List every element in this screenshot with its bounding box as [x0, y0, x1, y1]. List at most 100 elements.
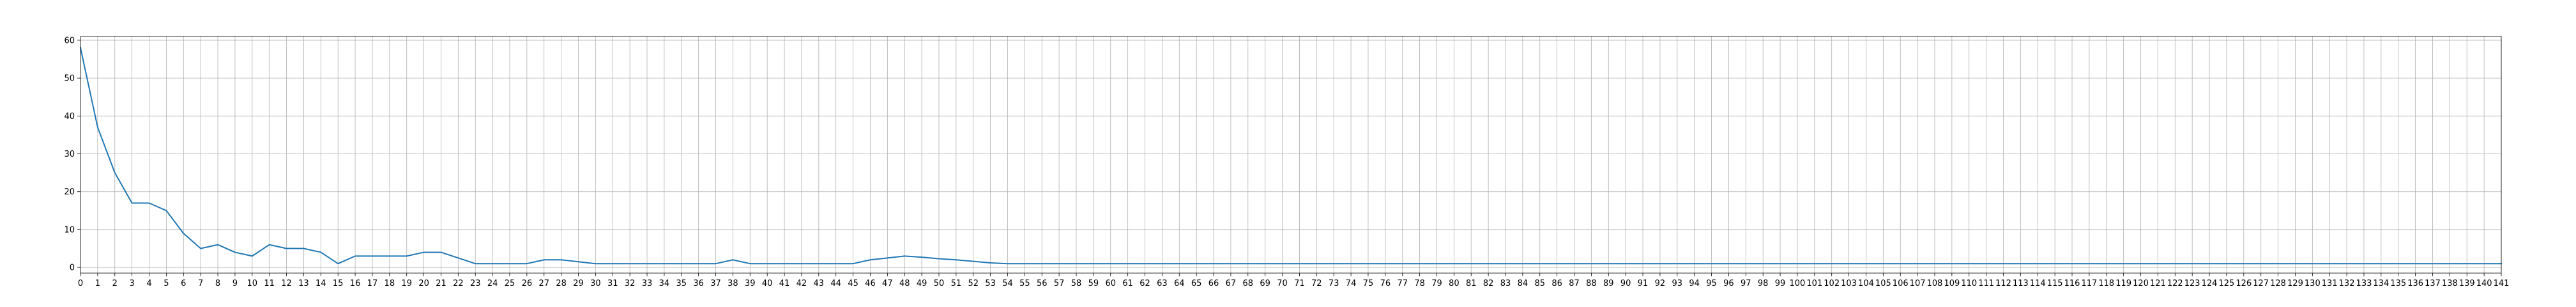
y-tick-label: 20 [64, 187, 75, 197]
x-tick-label: 10 [247, 279, 258, 288]
x-tick-label: 3 [129, 279, 134, 288]
x-tick-label: 115 [2047, 279, 2063, 288]
x-tick-label: 50 [934, 279, 945, 288]
x-tick-label: 123 [2184, 279, 2200, 288]
x-tick-label: 114 [2030, 279, 2046, 288]
x-tick-label: 15 [333, 279, 344, 288]
x-tick-label: 107 [1910, 279, 1926, 288]
y-tick-label: 40 [64, 112, 75, 122]
x-tick-label: 20 [418, 279, 429, 288]
x-tick-label: 137 [2425, 279, 2441, 288]
x-tick-label: 77 [1397, 279, 1408, 288]
x-tick-label: 29 [573, 279, 584, 288]
x-tick-label: 25 [505, 279, 515, 288]
x-tick-label: 51 [951, 279, 962, 288]
x-tick-label: 1 [95, 279, 100, 288]
x-tick-label: 64 [1174, 279, 1185, 288]
x-tick-label: 46 [865, 279, 876, 288]
x-tick-label: 33 [642, 279, 653, 288]
x-tick-label: 30 [590, 279, 601, 288]
y-tick-label: 60 [64, 36, 75, 45]
x-tick-label: 76 [1380, 279, 1391, 288]
x-tick-label: 28 [556, 279, 567, 288]
x-tick-label: 2 [112, 279, 118, 288]
x-tick-label: 11 [264, 279, 275, 288]
x-tick-label: 93 [1672, 279, 1683, 288]
x-tick-label: 98 [1758, 279, 1769, 288]
x-tick-label: 52 [968, 279, 979, 288]
x-tick-label: 44 [830, 279, 841, 288]
x-tick-label: 141 [2494, 279, 2510, 288]
y-tick-label: 10 [64, 225, 75, 235]
x-tick-label: 39 [745, 279, 756, 288]
x-tick-label: 42 [796, 279, 807, 288]
x-tick-label: 79 [1431, 279, 1442, 288]
x-tick-label: 75 [1363, 279, 1374, 288]
x-tick-label: 118 [2098, 279, 2114, 288]
x-tick-label: 105 [1875, 279, 1891, 288]
x-tick-label: 19 [401, 279, 412, 288]
x-tick-label: 139 [2459, 279, 2475, 288]
x-tick-label: 69 [1260, 279, 1270, 288]
x-tick-label: 97 [1741, 279, 1751, 288]
x-tick-label: 85 [1534, 279, 1545, 288]
x-tick-label: 4 [146, 279, 151, 288]
x-tick-label: 81 [1466, 279, 1477, 288]
x-tick-label: 92 [1655, 279, 1666, 288]
x-tick-label: 24 [487, 279, 498, 288]
x-tick-label: 99 [1775, 279, 1786, 288]
x-tick-label: 23 [470, 279, 481, 288]
x-tick-label: 38 [728, 279, 738, 288]
x-tick-label: 58 [1071, 279, 1082, 288]
x-tick-label: 35 [676, 279, 687, 288]
x-tick-label: 94 [1689, 279, 1700, 288]
x-tick-label: 111 [1978, 279, 1994, 288]
x-tick-label: 131 [2322, 279, 2338, 288]
y-tick-label: 30 [64, 150, 75, 159]
x-tick-label: 129 [2287, 279, 2303, 288]
grid [80, 36, 2502, 273]
x-tick-label: 17 [367, 279, 378, 288]
x-tick-label: 13 [298, 279, 309, 288]
x-tick-label: 18 [385, 279, 395, 288]
x-tick-label: 124 [2202, 279, 2218, 288]
x-tick-label: 83 [1500, 279, 1511, 288]
x-tick-label: 66 [1208, 279, 1219, 288]
axis-ticks: 0 1 2 3 4 5 6 7 8 9 10 11 12 13 14 15 16 17 18 19 20 21 22 23 24… [64, 36, 2509, 288]
x-tick-label: 87 [1569, 279, 1580, 288]
x-tick-label: 22 [453, 279, 464, 288]
data-series [79, 47, 2502, 265]
x-tick-label: 9 [232, 279, 238, 288]
x-tick-label: 8 [215, 279, 220, 288]
x-tick-label: 48 [899, 279, 910, 288]
x-tick-label: 103 [1841, 279, 1857, 288]
x-tick-label: 7 [198, 279, 203, 288]
x-tick-label: 36 [693, 279, 704, 288]
x-tick-label: 55 [1019, 279, 1030, 288]
x-tick-label: 136 [2407, 279, 2423, 288]
x-tick-label: 138 [2442, 279, 2458, 288]
x-tick-label: 108 [1927, 279, 1943, 288]
x-tick-label: 43 [814, 279, 825, 288]
x-tick-label: 27 [538, 279, 549, 288]
x-tick-label: 106 [1893, 279, 1909, 288]
x-tick-label: 104 [1858, 279, 1874, 288]
x-tick-label: 113 [2013, 279, 2029, 288]
x-tick-label: 21 [436, 279, 446, 288]
x-tick-label: 6 [181, 279, 186, 288]
x-tick-label: 127 [2253, 279, 2269, 288]
x-tick-label: 57 [1054, 279, 1065, 288]
x-tick-label: 119 [2115, 279, 2131, 288]
x-tick-label: 31 [607, 279, 618, 288]
x-tick-label: 82 [1483, 279, 1494, 288]
x-tick-label: 62 [1139, 279, 1150, 288]
x-tick-label: 135 [2390, 279, 2406, 288]
x-tick-label: 71 [1294, 279, 1305, 288]
x-tick-label: 80 [1449, 279, 1459, 288]
x-tick-label: 47 [882, 279, 893, 288]
x-tick-label: 5 [164, 279, 169, 288]
x-tick-label: 102 [1824, 279, 1840, 288]
x-tick-label: 121 [2150, 279, 2166, 288]
x-tick-label: 40 [762, 279, 773, 288]
